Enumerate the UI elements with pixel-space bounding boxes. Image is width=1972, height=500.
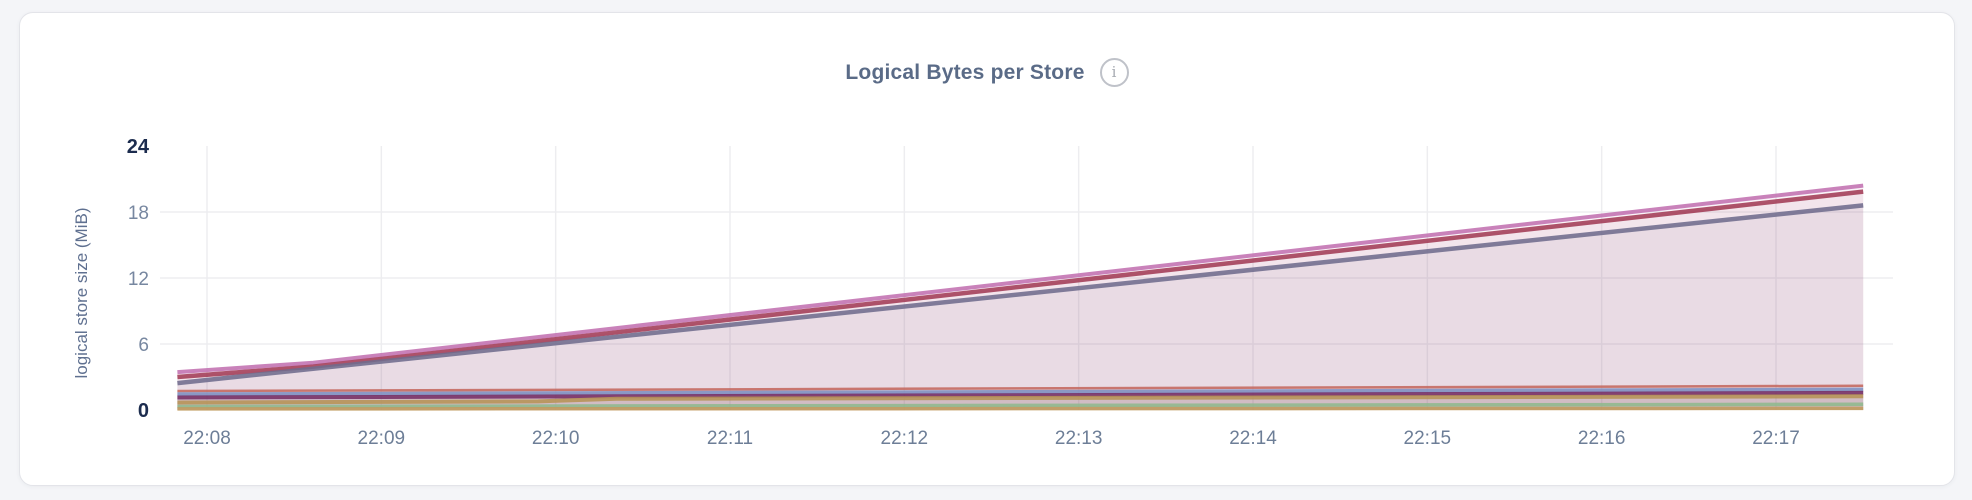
info-icon-glyph: i <box>1111 63 1117 81</box>
series-line-store-1 <box>177 183 1864 375</box>
series-line-store-4 <box>177 384 1864 393</box>
y-tick-label: 12 <box>128 269 149 290</box>
x-tick-label: 22:17 <box>1752 428 1800 449</box>
y-tick-label: 6 <box>138 335 149 356</box>
x-tick-label: 22:13 <box>1055 428 1103 449</box>
x-tick-label: 22:14 <box>1229 428 1277 449</box>
x-tick-label: 22:10 <box>532 428 580 449</box>
series-fill-store-1 <box>177 185 1864 410</box>
chart-header: Logical Bytes per Store i <box>20 58 1954 87</box>
series-fill-store-3 <box>177 205 1864 410</box>
chart-title: Logical Bytes per Store <box>845 60 1085 84</box>
x-tick-label: 22:16 <box>1578 428 1626 449</box>
x-tick-label: 22:08 <box>183 428 231 449</box>
x-tick-label: 22:09 <box>358 428 406 449</box>
x-tick-label: 22:11 <box>707 428 753 449</box>
info-icon[interactable]: i <box>1099 58 1129 87</box>
y-tick-label: 24 <box>127 136 150 158</box>
series-line-store-3 <box>177 203 1864 386</box>
series-line-store-5 <box>177 387 1864 397</box>
x-tick-label: 22:15 <box>1404 428 1452 449</box>
x-tick-label: 22:12 <box>881 428 929 449</box>
series-line-store-9 <box>177 406 1864 411</box>
series-line-store-8 <box>177 402 1864 409</box>
series-line-store-6 <box>177 390 1864 400</box>
series-line-store-7 <box>177 394 1864 405</box>
series-fill-store-2 <box>177 191 1864 410</box>
y-tick-label: 0 <box>138 400 149 422</box>
y-tick-label: 18 <box>128 203 149 224</box>
